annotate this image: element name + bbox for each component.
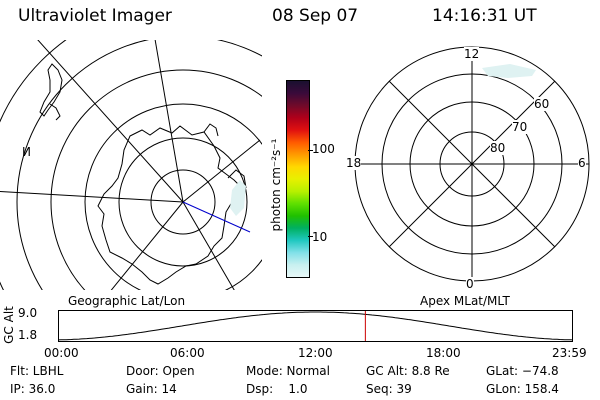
lat-circle	[118, 137, 248, 267]
instrument-title: Ultraviolet Imager	[18, 6, 172, 26]
gain-info: Gain: 14	[126, 382, 177, 396]
peninsula-outline	[203, 123, 219, 137]
colorbar-tick-label: 100	[312, 142, 335, 156]
mlt-line	[388, 80, 556, 248]
mlat-label: 80	[490, 141, 506, 155]
time-tick: 06:00	[170, 346, 205, 360]
header-date: 08 Sep 07	[272, 6, 359, 26]
seq-info: Seq: 39	[366, 382, 412, 396]
lat-circle	[84, 103, 262, 290]
altitude-plot-frame	[58, 310, 573, 342]
mlt-label-top: 12	[464, 47, 480, 61]
altitude-axis-title: GC Alt	[1, 306, 16, 344]
orbit-track	[182, 201, 251, 233]
glat-info: GLat: −74.8	[486, 364, 559, 378]
mode-info: Mode: Normal	[246, 364, 330, 378]
magnetic-map	[354, 46, 590, 282]
mlat-label: 60	[534, 97, 550, 111]
altitude-y-tick: 1.8	[18, 328, 38, 342]
lat-circle	[50, 69, 262, 290]
colorbar	[286, 80, 310, 278]
ip-info: IP: 36.0	[10, 382, 56, 396]
meridian	[37, 40, 184, 203]
mlt-label-bottom: 0	[466, 277, 474, 291]
header-time: 14:16:31 UT	[432, 6, 537, 26]
time-tick: 23:59	[552, 346, 587, 360]
colorbar-tick	[308, 150, 313, 151]
magnetic-label: Apex MLat/MLT	[420, 294, 510, 308]
filter-info: Flt: LBHL	[10, 364, 64, 378]
map-side-mark: И	[22, 145, 31, 159]
geographic-label: Geographic Lat/Lon	[68, 294, 186, 308]
mlt-label-left: 18	[346, 156, 362, 170]
mlt-label-right: 6	[578, 156, 586, 170]
colorbar-unit-label: photon cm⁻²s⁻¹	[269, 138, 283, 232]
meridian	[0, 190, 184, 203]
time-tick: 12:00	[298, 346, 333, 360]
mlat-label: 70	[512, 120, 528, 134]
aurora-patch	[482, 64, 536, 78]
aurora-patch	[230, 180, 246, 216]
geographic-map	[0, 40, 262, 290]
meridian	[154, 40, 184, 203]
altitude-y-tick: 9.0	[18, 306, 38, 320]
time-tick: 18:00	[426, 346, 461, 360]
glon-info: GLon: 158.4	[486, 382, 559, 396]
meridian	[110, 201, 184, 290]
gc-alt-info: GC Alt: 8.8 Re	[366, 364, 450, 378]
dsp-info: Dsp: 1.0	[246, 382, 308, 396]
time-tick: 00:00	[44, 346, 79, 360]
lat-circle	[16, 40, 262, 290]
colorbar-tick	[308, 236, 313, 237]
antarctica-outline	[97, 125, 241, 285]
new-zealand-outline	[39, 63, 63, 117]
lat-circle	[150, 169, 216, 235]
altitude-plot	[58, 310, 573, 342]
colorbar-tick-label: 10	[312, 230, 328, 244]
island-outline	[49, 103, 61, 121]
island-outline	[227, 169, 247, 189]
altitude-curve	[58, 311, 573, 341]
door-info: Door: Open	[126, 364, 195, 378]
